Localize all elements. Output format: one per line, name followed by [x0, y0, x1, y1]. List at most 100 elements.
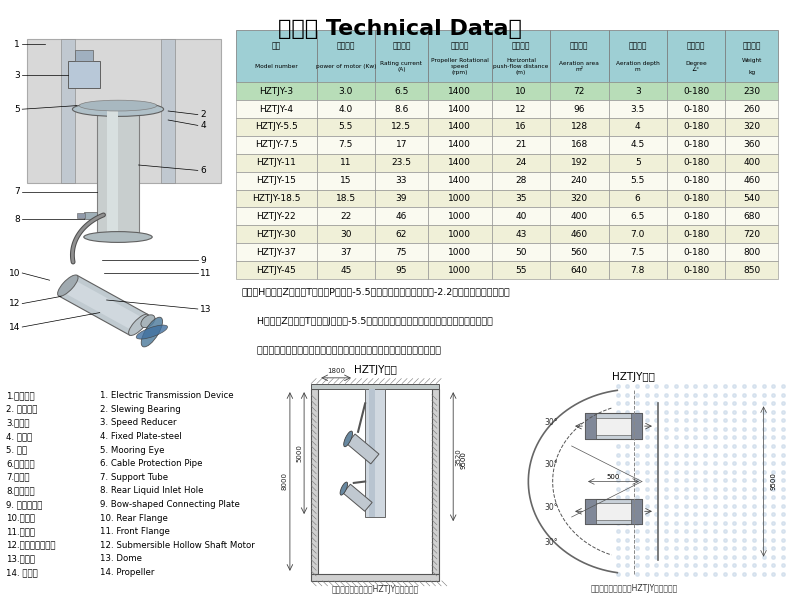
- Bar: [492, 226, 550, 243]
- Text: 9. 弓形连接板: 9. 弓形连接板: [6, 500, 42, 509]
- Text: 500: 500: [607, 473, 620, 479]
- Text: 7: 7: [14, 187, 20, 196]
- Bar: [317, 261, 375, 279]
- Bar: [726, 154, 778, 172]
- Bar: [550, 154, 609, 172]
- Text: Horizontal
push-flow distance
(m): Horizontal push-flow distance (m): [494, 58, 549, 75]
- Ellipse shape: [141, 315, 155, 328]
- Bar: [609, 82, 667, 100]
- Bar: [432, 389, 439, 574]
- Text: 8000: 8000: [282, 473, 288, 491]
- Bar: [492, 172, 550, 190]
- Bar: [726, 82, 778, 100]
- Text: HZTJY-11: HZTJY-11: [256, 158, 296, 167]
- Text: 30°: 30°: [545, 538, 558, 547]
- Text: 50: 50: [515, 248, 526, 257]
- Bar: [236, 118, 317, 136]
- Text: 5: 5: [14, 104, 20, 113]
- Bar: [428, 226, 492, 243]
- Text: 35: 35: [515, 194, 526, 203]
- Bar: [550, 243, 609, 261]
- Bar: [550, 118, 609, 136]
- Text: 40: 40: [515, 212, 526, 221]
- Bar: [630, 413, 642, 439]
- Text: 5. Mooring Eye: 5. Mooring Eye: [100, 446, 164, 455]
- Bar: [609, 100, 667, 118]
- Bar: [317, 172, 375, 190]
- Text: 0-180: 0-180: [683, 104, 710, 113]
- Bar: [609, 208, 667, 226]
- Bar: [375, 118, 428, 136]
- Text: 13. Dome: 13. Dome: [100, 554, 142, 563]
- Bar: [492, 261, 550, 279]
- Text: 460: 460: [743, 176, 760, 185]
- Text: 5.5: 5.5: [338, 122, 353, 131]
- Text: 23.5: 23.5: [391, 158, 411, 167]
- Bar: [667, 190, 726, 208]
- Text: Degree
∠°: Degree ∠°: [686, 61, 707, 72]
- Text: 9: 9: [200, 256, 206, 265]
- Bar: [236, 82, 317, 100]
- Bar: [667, 226, 726, 243]
- Text: 230: 230: [743, 87, 760, 96]
- Bar: [311, 574, 439, 581]
- Ellipse shape: [136, 325, 167, 339]
- Text: 8: 8: [14, 214, 20, 223]
- Bar: [236, 100, 317, 118]
- Text: 扫描范围: 扫描范围: [687, 41, 706, 50]
- Bar: [428, 261, 492, 279]
- Text: 15: 15: [340, 176, 351, 185]
- Text: 3.0: 3.0: [338, 87, 353, 96]
- Polygon shape: [347, 434, 379, 464]
- Text: 43: 43: [515, 230, 526, 239]
- Text: 8.后进水孔: 8.后进水孔: [6, 487, 35, 496]
- Bar: [236, 190, 317, 208]
- Text: 0-180: 0-180: [683, 158, 710, 167]
- Bar: [162, 39, 175, 183]
- Text: 39: 39: [396, 194, 407, 203]
- Bar: [370, 389, 375, 517]
- Bar: [609, 226, 667, 243]
- Bar: [585, 499, 597, 524]
- Bar: [609, 30, 667, 82]
- Text: 10. Rear Flange: 10. Rear Flange: [100, 514, 168, 523]
- Bar: [375, 30, 428, 82]
- Bar: [609, 136, 667, 154]
- Text: 30°: 30°: [545, 418, 558, 427]
- Bar: [667, 30, 726, 82]
- Bar: [585, 413, 642, 439]
- Bar: [317, 226, 375, 243]
- Ellipse shape: [344, 431, 353, 447]
- Text: 9500: 9500: [460, 451, 466, 469]
- Text: 46: 46: [396, 212, 407, 221]
- Text: 30: 30: [340, 230, 351, 239]
- Bar: [106, 107, 118, 237]
- Text: 260: 260: [743, 104, 760, 113]
- Bar: [74, 50, 93, 61]
- Text: 62: 62: [396, 230, 407, 239]
- Bar: [609, 261, 667, 279]
- Bar: [550, 136, 609, 154]
- Text: power of motor (Kw): power of motor (Kw): [315, 64, 376, 69]
- Bar: [236, 30, 317, 82]
- Text: 1000: 1000: [448, 212, 471, 221]
- Text: 11: 11: [340, 158, 351, 167]
- Text: 9. Bow-shaped Connecting Plate: 9. Bow-shaped Connecting Plate: [100, 500, 240, 509]
- Text: 75: 75: [396, 248, 407, 257]
- Bar: [550, 172, 609, 190]
- Text: 16: 16: [515, 122, 526, 131]
- Text: 服务水深: 服务水深: [629, 41, 647, 50]
- Text: HZTJY-37: HZTJY-37: [256, 248, 296, 257]
- Bar: [667, 82, 726, 100]
- Text: 800: 800: [743, 248, 760, 257]
- Text: 12: 12: [515, 104, 526, 113]
- Bar: [609, 172, 667, 190]
- Bar: [317, 154, 375, 172]
- Text: 11. Front Flange: 11. Front Flange: [100, 527, 170, 536]
- Text: 14. Propeller: 14. Propeller: [100, 568, 154, 577]
- Text: 1400: 1400: [448, 176, 471, 185]
- Text: 7.8: 7.8: [630, 266, 645, 275]
- Text: 5. 吊环: 5. 吊环: [6, 446, 27, 455]
- Text: 850: 850: [743, 266, 760, 275]
- Bar: [77, 212, 85, 218]
